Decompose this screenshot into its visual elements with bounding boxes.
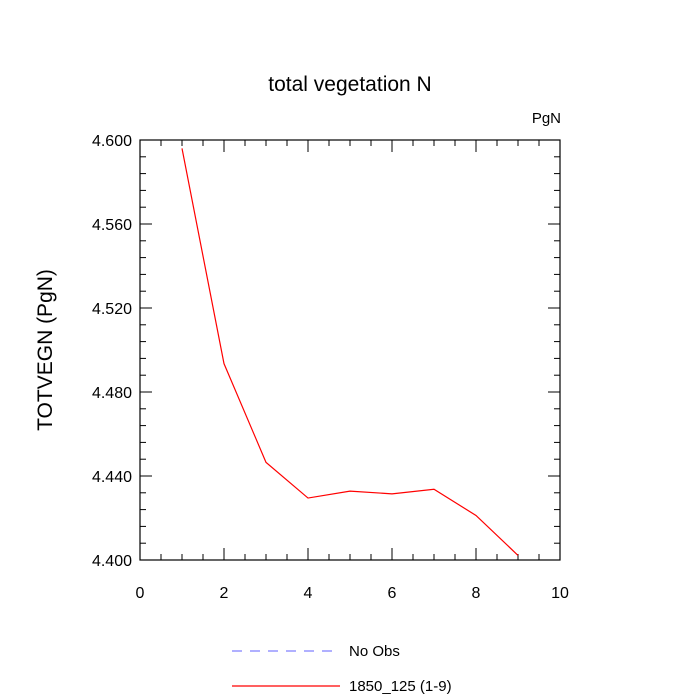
plot-frame	[139, 139, 561, 561]
x-tick-label: 0	[136, 585, 145, 602]
series-line	[181, 148, 519, 556]
y-tick-label: 4.440	[92, 469, 132, 486]
legend: No Obs 1850_125 (1-9)	[232, 643, 452, 695]
x-tick-label: 2	[220, 585, 229, 602]
y-axis-label: TOTVEGN (PgN)	[34, 269, 57, 431]
axis-ticks	[139, 139, 561, 561]
legend-label: 1850_125 (1-9)	[349, 678, 452, 695]
y-tick-label: 4.480	[92, 385, 132, 402]
y-tick-label: 4.560	[92, 217, 132, 234]
chart-title: total vegetation N	[268, 73, 431, 96]
y-tick-label: 4.600	[92, 133, 132, 150]
series-lines	[181, 148, 519, 556]
x-tick-label: 6	[388, 585, 397, 602]
x-tick-labels: 0 2 4 6 8 10	[136, 585, 569, 602]
y-tick-label: 4.400	[92, 553, 132, 570]
units-label: PgN	[532, 110, 561, 127]
y-tick-labels: 4.400 4.440 4.480 4.520 4.560 4.600	[92, 133, 132, 570]
x-tick-label: 10	[551, 585, 569, 602]
x-tick-label: 8	[472, 585, 481, 602]
x-tick-label: 4	[304, 585, 313, 602]
y-tick-label: 4.520	[92, 301, 132, 318]
legend-label: No Obs	[349, 643, 400, 660]
